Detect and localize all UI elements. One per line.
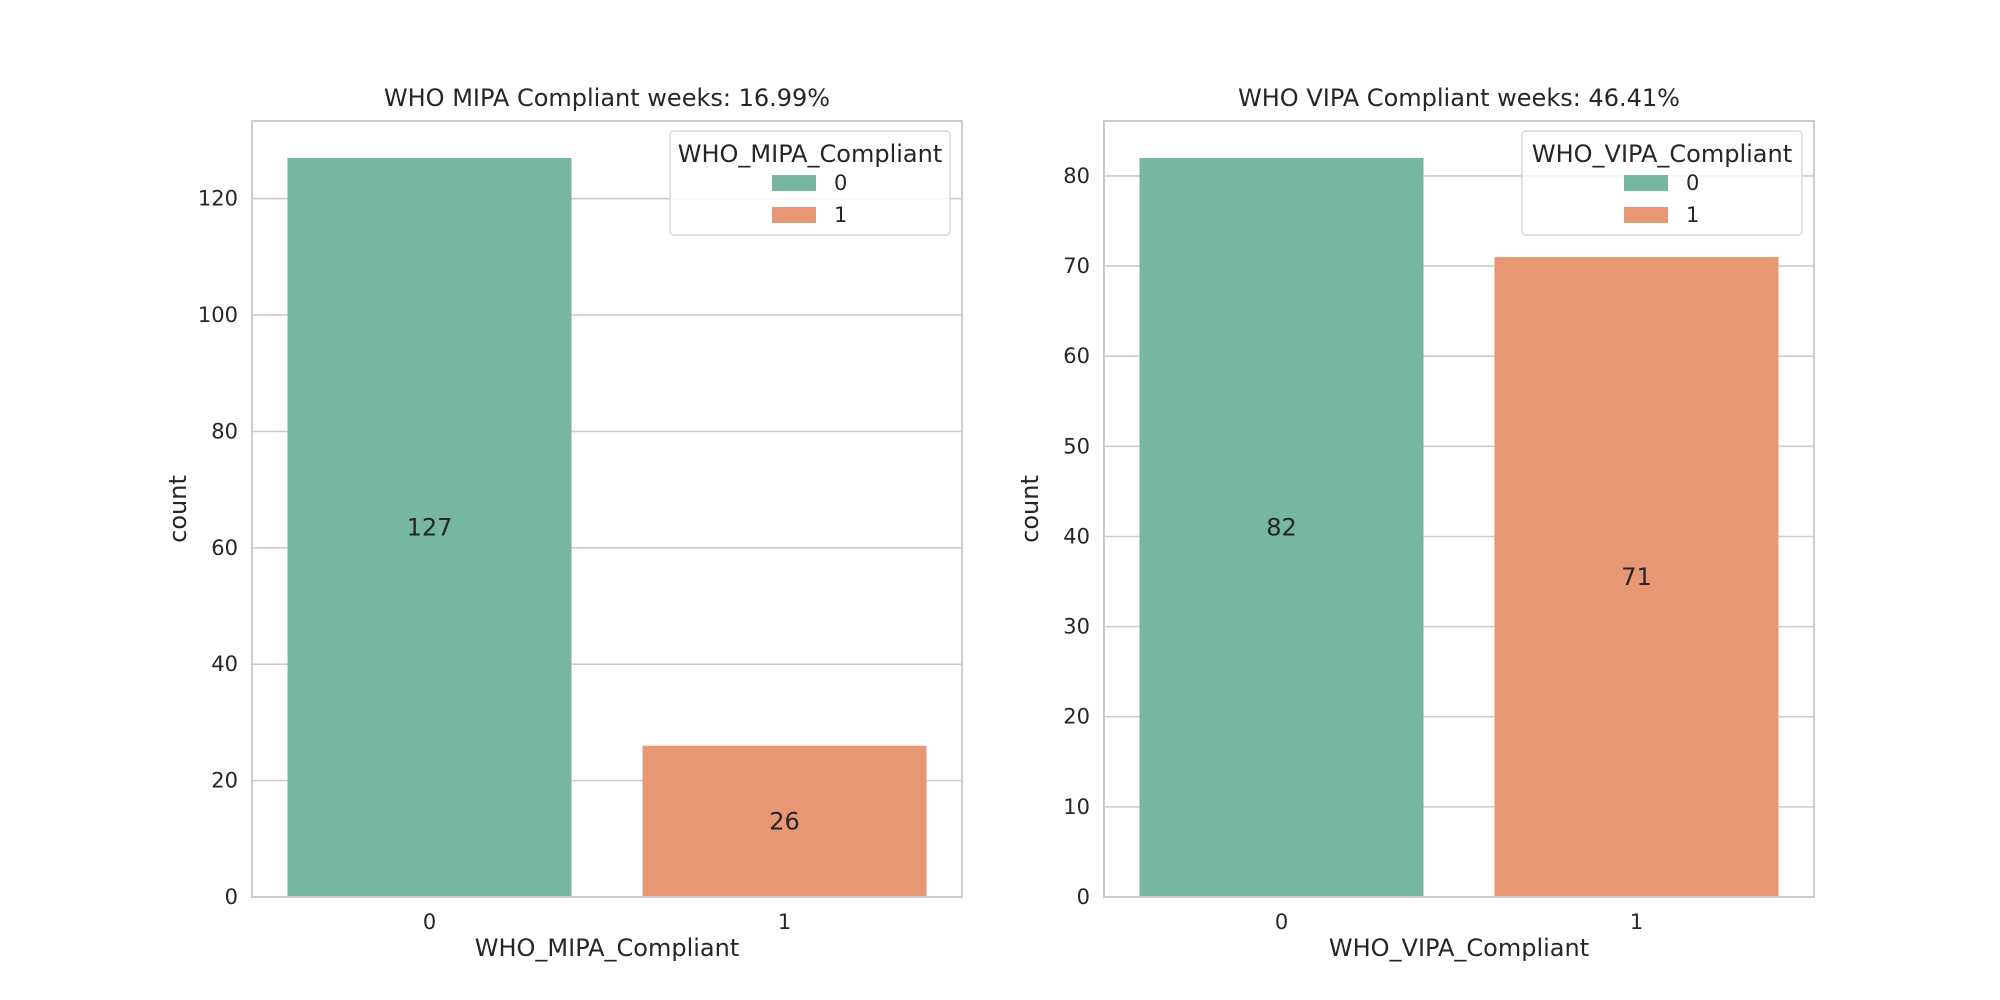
vipa-x-axis-label: WHO_VIPA_Compliant: [1329, 934, 1589, 962]
vipa-legend-swatch-1: [1624, 207, 1668, 223]
vipa-legend: WHO_VIPA_Compliant 0 1: [1521, 130, 1803, 236]
vipa-y-tick-6: 60: [1063, 344, 1090, 368]
mipa-y-tick-1: 20: [211, 769, 238, 793]
vipa-legend-label-0: 0: [1686, 171, 1699, 195]
mipa-legend-title: WHO_MIPA_Compliant: [678, 140, 943, 168]
mipa-legend-label-0: 0: [834, 171, 847, 195]
mipa-legend-swatch-0: [772, 175, 816, 191]
vipa-bars: [1139, 157, 1779, 898]
mipa-legend-label-1: 1: [834, 203, 847, 227]
mipa-y-tick-5: 100: [198, 303, 238, 327]
mipa-data-labels: 127 26: [407, 513, 800, 835]
mipa-y-tick-2: 40: [211, 652, 238, 676]
mipa-data-label-1: 26: [769, 807, 800, 835]
vipa-data-label-0: 82: [1266, 513, 1297, 541]
vipa-legend-title: WHO_VIPA_Compliant: [1532, 140, 1792, 168]
vipa-x-tick-0: 0: [1275, 910, 1288, 934]
vipa-y-axis-label: count: [1016, 475, 1044, 543]
mipa-y-ticks: 0 20 40 60 80 100 120: [198, 187, 238, 909]
mipa-bar-0: [287, 157, 572, 897]
vipa-x-tick-1: 1: [1630, 910, 1643, 934]
vipa-y-ticks: 0 10 20 30 40 50 60 70 80: [1063, 164, 1090, 909]
mipa-chart-title: WHO MIPA Compliant weeks: 16.99%: [384, 84, 830, 112]
vipa-y-tick-0: 0: [1077, 885, 1090, 909]
mipa-legend: WHO_MIPA_Compliant 0 1: [669, 130, 951, 236]
vipa-y-tick-5: 50: [1063, 434, 1090, 458]
mipa-y-tick-0: 0: [225, 885, 238, 909]
vipa-y-tick-7: 70: [1063, 254, 1090, 278]
vipa-data-label-1: 71: [1621, 563, 1652, 591]
vipa-bar-0: [1139, 157, 1424, 897]
vipa-chart-title: WHO VIPA Compliant weeks: 46.41%: [1238, 84, 1680, 112]
vipa-legend-swatch-0: [1624, 175, 1668, 191]
vipa-y-tick-3: 30: [1063, 615, 1090, 639]
vipa-y-tick-4: 40: [1063, 524, 1090, 548]
vipa-y-tick-2: 20: [1063, 705, 1090, 729]
mipa-x-tick-1: 1: [778, 910, 791, 934]
vipa-plot-frame: [1103, 120, 1815, 898]
vipa-bar-1: [1494, 257, 1779, 898]
vipa-legend-label-1: 1: [1686, 203, 1699, 227]
mipa-y-axis-label: count: [164, 475, 192, 543]
vipa-y-tick-1: 10: [1063, 795, 1090, 819]
mipa-bars: [287, 157, 927, 897]
mipa-x-axis-label: WHO_MIPA_Compliant: [475, 934, 740, 962]
vipa-y-tick-8: 80: [1063, 164, 1090, 188]
mipa-x-tick-0: 0: [423, 910, 436, 934]
mipa-data-label-0: 127: [407, 513, 453, 541]
mipa-plot-frame: [251, 120, 963, 898]
mipa-legend-swatch-1: [772, 207, 816, 223]
mipa-y-tick-6: 120: [198, 187, 238, 211]
mipa-bar-1: [642, 745, 927, 897]
mipa-y-tick-4: 80: [211, 419, 238, 443]
vipa-data-labels: 82 71: [1266, 513, 1652, 591]
mipa-y-tick-3: 60: [211, 536, 238, 560]
